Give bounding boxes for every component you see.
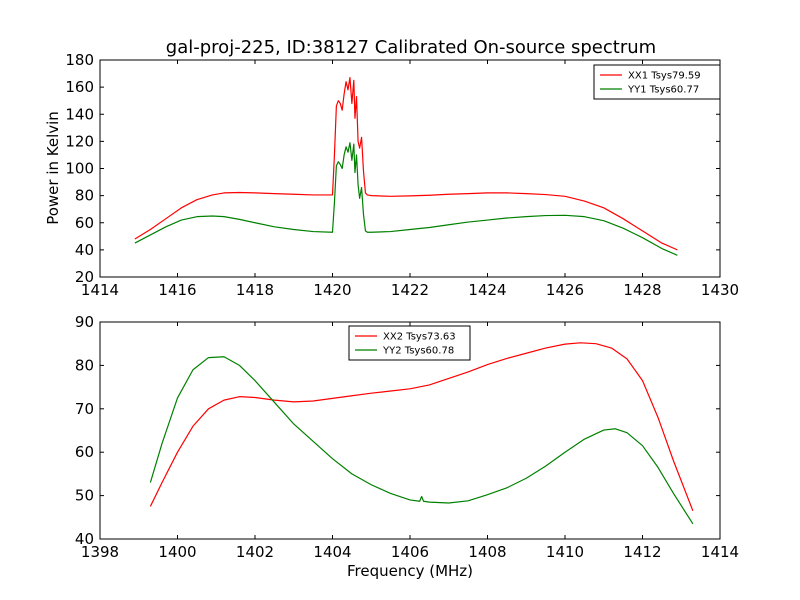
top-y-tick-label: 60 [75,214,94,232]
top-legend-label-2: YY1 Tsys60.77 [627,85,699,96]
bottom-y-tick-label: 50 [75,487,94,505]
top-x-tick-label: 1414 [81,281,119,299]
bottom-y-ticks: 40 50 60 70 80 90 [75,313,720,548]
bottom-x-tick-label: 1406 [391,543,429,561]
bottom-series-line-1 [149,342,694,512]
bottom-series-group [149,342,694,525]
bottom-legend-box [348,325,471,361]
bottom-x-tick-label: 1398 [81,543,119,561]
bottom-x-ticks: 1398 1400 1402 1404 1406 1408 1410 1412 1414 [81,322,739,561]
top-y-axis-label: Power in Kelvin [44,111,62,225]
top-series-line-1 [134,77,678,251]
top-x-tick-label: 1430 [701,281,739,299]
bottom-y-tick-label: 40 [75,530,94,548]
bottom-x-tick-label: 1410 [546,543,584,561]
bottom-y-tick-label: 80 [75,356,94,374]
bottom-y-tick-label: 70 [75,400,94,418]
bottom-x-tick-label: 1414 [701,543,739,561]
top-x-ticks: 1414 1416 1418 1420 1422 1424 1426 1428 1430 [81,60,739,299]
top-y-tick-label: 180 [65,51,94,69]
top-x-tick-label: 1416 [158,281,196,299]
bottom-x-tick-label: 1404 [313,543,351,561]
bottom-legend-label-2: YY2 Tsys60.78 [382,346,454,357]
top-subplot: 1414 1416 1418 1420 1422 1424 1426 1428 1430 20 4… [44,51,739,299]
bottom-x-axis-label: Frequency (MHz) [347,562,473,580]
top-legend: XX1 Tsys79.59 YY1 Tsys60.77 [593,64,721,100]
top-x-tick-label: 1424 [468,281,506,299]
top-series-line-2 [134,142,678,256]
figure-title: gal-proj-225, ID:38127 Calibrated On-sou… [166,37,656,58]
bottom-legend-label-1: XX2 Tsys73.63 [383,332,456,343]
bottom-series-line-2 [149,356,694,525]
top-legend-label-1: XX1 Tsys79.59 [628,71,701,82]
bottom-y-tick-label: 90 [75,313,94,331]
bottom-x-tick-label: 1402 [236,543,274,561]
bottom-x-tick-label: 1400 [158,543,196,561]
top-y-tick-label: 20 [75,268,94,286]
top-x-tick-label: 1418 [236,281,274,299]
top-series-group [134,77,678,256]
bottom-subplot: 1398 1400 1402 1404 1406 1408 1410 1412 1414 40 5… [75,313,739,580]
top-y-tick-label: 40 [75,241,94,259]
top-y-tick-label: 100 [65,160,94,178]
bottom-x-tick-label: 1412 [623,543,661,561]
bottom-x-tick-label: 1408 [468,543,506,561]
top-x-tick-label: 1426 [546,281,584,299]
top-y-tick-label: 160 [65,78,94,96]
top-y-tick-label: 80 [75,187,94,205]
top-x-tick-label: 1422 [391,281,429,299]
bottom-y-tick-label: 60 [75,443,94,461]
top-x-tick-label: 1420 [313,281,351,299]
top-legend-box [593,64,721,100]
top-y-tick-label: 120 [65,132,94,150]
bottom-legend: XX2 Tsys73.63 YY2 Tsys60.78 [348,325,471,361]
top-y-tick-label: 140 [65,105,94,123]
top-y-ticks: 20 40 60 80 100 120 140 160 180 [65,51,720,286]
top-x-tick-label: 1428 [623,281,661,299]
